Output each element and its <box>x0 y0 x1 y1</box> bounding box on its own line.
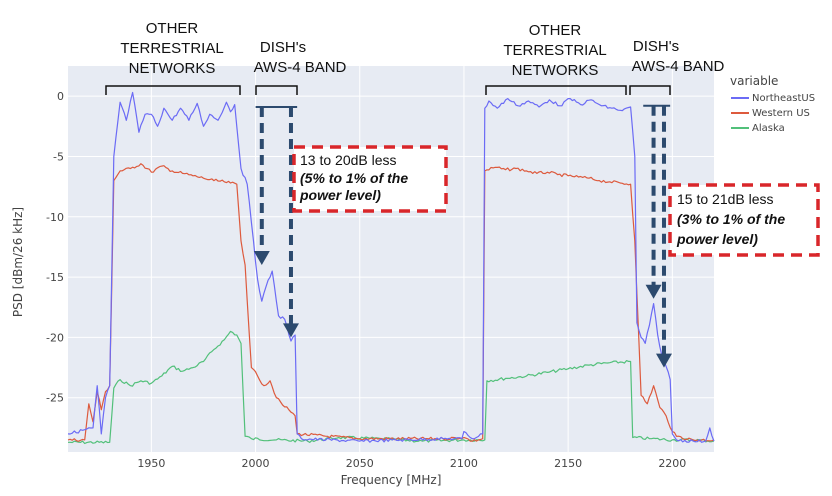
callout-left: 13 to 20dB less (5% to 1% of the power l… <box>292 145 448 213</box>
legend-title: variable <box>730 74 778 88</box>
y-tick-label: -20 <box>46 331 64 344</box>
y-tick-label: -25 <box>46 392 64 405</box>
callout-box <box>292 145 448 213</box>
band-annotation-other-right: OTHER TERRESTRIAL NETWORKS <box>485 22 627 95</box>
band-label-line: DISH's <box>633 38 679 55</box>
legend: variable NortheastUS Western US Alaska <box>730 74 815 134</box>
reduction-arrow-head <box>282 323 299 338</box>
band-annotation-dish-left: DISH's AWS-4 BAND <box>254 39 347 95</box>
band-label-line: OTHER <box>146 20 199 37</box>
band-bracket <box>629 85 671 95</box>
callout-line: 13 to 20dB less <box>300 152 397 168</box>
reduction-arrow-head <box>655 353 672 368</box>
x-tick-label: 2100 <box>450 457 478 470</box>
band-label-line: NETWORKS <box>129 60 216 77</box>
series-line-northeastus <box>67 91 715 443</box>
callout-right: 15 to 21dB less (3% to 1% of the power l… <box>668 183 820 257</box>
y-tick-label: -10 <box>46 211 64 224</box>
traces <box>67 91 715 445</box>
y-tick-label: -15 <box>46 271 64 284</box>
callout-line: power level) <box>676 231 758 247</box>
band-label-line: NETWORKS <box>512 62 599 79</box>
band-label-line: TERRESTRIAL <box>503 42 606 59</box>
band-bracket <box>255 85 298 95</box>
y-tick-label: -5 <box>53 150 64 163</box>
legend-item-western-us[interactable]: Western US <box>731 108 810 119</box>
band-bracket <box>105 85 241 95</box>
x-tick-label: 2150 <box>554 457 582 470</box>
grid-lines <box>68 66 714 452</box>
plot-area <box>68 66 714 452</box>
callout-line: 15 to 21dB less <box>677 191 774 207</box>
legend-item-northeastus[interactable]: NortheastUS <box>731 93 815 104</box>
band-label-line: AWS-4 BAND <box>632 58 725 75</box>
callout-line: (3% to 1% of the <box>677 211 785 227</box>
legend-label: NortheastUS <box>752 93 815 104</box>
band-annotation-dish-right: DISH's AWS-4 BAND <box>629 38 725 95</box>
band-label-line: OTHER <box>529 22 582 39</box>
band-bracket <box>485 85 627 95</box>
x-axis-label: Frequency [MHz] <box>341 473 442 487</box>
reduction-arrow-head <box>253 251 270 266</box>
callout-box <box>668 183 820 257</box>
legend-item-alaska[interactable]: Alaska <box>731 123 785 134</box>
legend-label: Alaska <box>752 123 785 134</box>
legend-label: Western US <box>752 108 810 119</box>
x-tick-label: 2200 <box>658 457 686 470</box>
x-tick-label: 1950 <box>137 457 165 470</box>
y-axis-label: PSD [dBm/26 kHz] <box>11 207 25 317</box>
band-annotation-other-left: OTHER TERRESTRIAL NETWORKS <box>105 20 241 95</box>
callout-line: power level) <box>299 187 381 203</box>
band-label-line: DISH's <box>260 39 306 56</box>
y-tick-label: 0 <box>57 90 64 103</box>
y-tick-labels: 0 -5 -10 -15 -20 -25 <box>46 90 64 405</box>
callout-line: (5% to 1% of the <box>300 170 408 186</box>
reduction-arrow-head <box>645 284 662 299</box>
x-tick-label: 2050 <box>346 457 374 470</box>
x-tick-labels: 1950 2000 2050 2100 2150 2200 <box>137 457 686 470</box>
band-label-line: TERRESTRIAL <box>120 40 223 57</box>
reduction-arrows <box>253 104 672 368</box>
x-tick-label: 2000 <box>242 457 270 470</box>
band-label-line: AWS-4 BAND <box>254 59 347 76</box>
